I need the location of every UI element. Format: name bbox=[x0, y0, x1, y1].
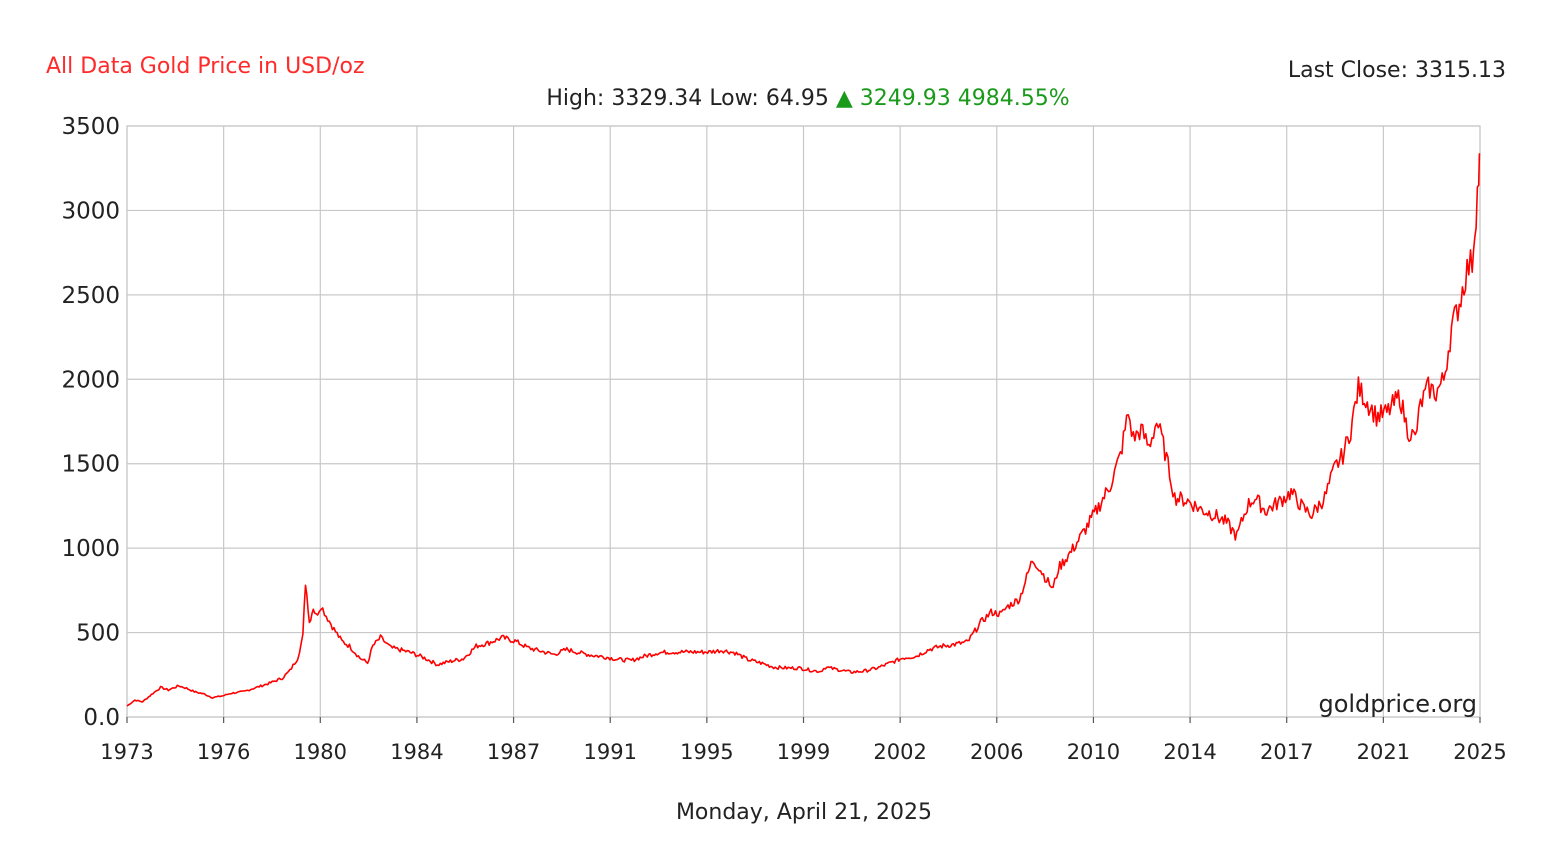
y-tick-label: 3000 bbox=[61, 198, 120, 224]
x-tick-label: 1987 bbox=[487, 740, 540, 764]
change-percent: 4984.55% bbox=[958, 86, 1070, 111]
x-tick-label: 2025 bbox=[1453, 740, 1506, 764]
high-value: 3329.34 bbox=[611, 86, 702, 111]
y-tick-label: 3500 bbox=[61, 114, 120, 140]
x-tick-label: 2006 bbox=[970, 740, 1023, 764]
x-tick-label: 2002 bbox=[873, 740, 926, 764]
x-tick-label: 1995 bbox=[680, 740, 733, 764]
y-tick-label: 500 bbox=[76, 621, 120, 647]
x-tick-label: 1973 bbox=[100, 740, 153, 764]
last-close-label: Last Close: bbox=[1288, 58, 1408, 83]
price-line bbox=[126, 153, 1481, 707]
last-close: Last Close: 3315.13 bbox=[1288, 58, 1506, 83]
x-tick-label: 1984 bbox=[390, 740, 443, 764]
x-tick-label: 2017 bbox=[1260, 740, 1313, 764]
low-label: Low: bbox=[709, 86, 759, 111]
chart-title: All Data Gold Price in USD/oz bbox=[46, 54, 365, 79]
y-tick-label: 2500 bbox=[61, 283, 120, 309]
high-low-stats: High: 3329.34 Low: 64.95 ▲ 3249.93 4984.… bbox=[546, 86, 1069, 111]
watermark: goldprice.org bbox=[1318, 690, 1477, 718]
y-tick-label: 1000 bbox=[61, 536, 120, 562]
last-close-value: 3315.13 bbox=[1415, 58, 1506, 83]
y-tick-label: 0.0 bbox=[83, 705, 120, 731]
y-tick-label: 1500 bbox=[61, 452, 120, 478]
y-tick-label: 2000 bbox=[61, 367, 120, 393]
up-triangle-icon: ▲ bbox=[836, 86, 853, 111]
x-tick-label: 2010 bbox=[1067, 740, 1120, 764]
x-tick-label: 1991 bbox=[583, 740, 636, 764]
high-label: High: bbox=[546, 86, 604, 111]
x-tick-label: 2014 bbox=[1163, 740, 1216, 764]
x-tick-label: 1999 bbox=[777, 740, 830, 764]
chart-date: Monday, April 21, 2025 bbox=[676, 800, 932, 825]
low-value: 64.95 bbox=[766, 86, 829, 111]
x-tick-label: 1976 bbox=[197, 740, 250, 764]
change-value: 3249.93 bbox=[860, 86, 951, 111]
x-axis-ticks: 1973 1976 1980 1984 1987 1991 1995 1999 2002 2006… bbox=[100, 717, 1507, 764]
x-tick-label: 1980 bbox=[294, 740, 347, 764]
x-tick-label: 2021 bbox=[1357, 740, 1410, 764]
y-axis-ticks: 0.0 500 1000 1500 2000 2500 3000 3500 bbox=[61, 114, 120, 731]
grid bbox=[126, 125, 1481, 718]
